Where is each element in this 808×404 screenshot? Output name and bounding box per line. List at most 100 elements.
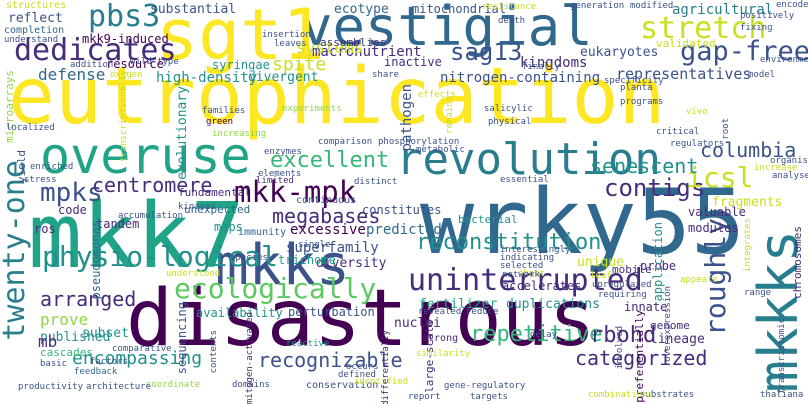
word: modified bbox=[630, 1, 674, 11]
word: interestingly bbox=[500, 245, 571, 255]
word: enzymes bbox=[264, 147, 302, 157]
word: delay bbox=[530, 330, 558, 340]
word: categorized bbox=[575, 346, 708, 370]
word: high-density bbox=[156, 70, 258, 86]
word: analyses bbox=[772, 171, 808, 181]
word: kinases bbox=[178, 202, 216, 212]
word: constitutes bbox=[362, 203, 442, 217]
word: range bbox=[744, 288, 772, 298]
word: strong bbox=[422, 333, 459, 344]
word: sequencing bbox=[175, 302, 189, 375]
word: eutrophication bbox=[8, 52, 666, 142]
word: mkk7 bbox=[28, 184, 245, 289]
word: physical bbox=[488, 117, 532, 127]
word: targets bbox=[470, 392, 508, 402]
word: probe bbox=[640, 259, 677, 273]
word: appears bbox=[680, 275, 718, 285]
word: unique bbox=[577, 255, 624, 270]
word: programs bbox=[620, 97, 664, 107]
word: preferentially bbox=[633, 310, 646, 403]
word: effects bbox=[418, 90, 456, 100]
word: mitogen-activated bbox=[245, 312, 255, 404]
word: representatives bbox=[616, 65, 752, 83]
word: productivity bbox=[18, 382, 84, 392]
word: bacterial bbox=[458, 213, 518, 226]
word: subset bbox=[82, 326, 129, 341]
word: accumulation bbox=[118, 211, 184, 221]
word: sag13 bbox=[450, 38, 523, 66]
word: perturbation bbox=[288, 305, 375, 319]
word: vivo bbox=[686, 107, 708, 117]
word: contigs bbox=[604, 174, 706, 202]
word: excellent bbox=[270, 148, 390, 173]
word: positively bbox=[740, 11, 795, 21]
word: arranged bbox=[40, 287, 137, 311]
word: feedback bbox=[74, 367, 118, 377]
word: valuable bbox=[688, 205, 746, 219]
word: mitochondrial bbox=[412, 2, 506, 16]
word: encodes bbox=[776, 0, 808, 10]
word: revolution bbox=[396, 134, 661, 185]
word: pbs3 bbox=[88, 0, 161, 34]
word: rbohd bbox=[590, 323, 657, 348]
word: mpks bbox=[40, 178, 103, 208]
word: generation bbox=[570, 1, 625, 11]
word: substrates bbox=[640, 390, 695, 400]
word: requiring bbox=[598, 290, 647, 300]
word: conservation bbox=[306, 380, 379, 391]
word: chromosomes bbox=[791, 226, 804, 299]
word: fixing bbox=[740, 23, 773, 33]
word: divergent bbox=[248, 70, 319, 85]
word: agricultural bbox=[672, 2, 774, 18]
word: involved bbox=[615, 326, 625, 370]
word: icsl bbox=[686, 161, 754, 194]
word: identified bbox=[354, 377, 409, 387]
word: basic bbox=[40, 359, 68, 369]
word: tandem bbox=[96, 217, 140, 231]
word: gene-regulatory bbox=[444, 381, 526, 391]
word: regulators bbox=[670, 139, 725, 149]
word: stress bbox=[24, 175, 57, 185]
word: understand bbox=[4, 35, 59, 45]
word: selected bbox=[500, 261, 544, 271]
word: understood bbox=[166, 269, 221, 279]
word: architecture bbox=[86, 382, 152, 392]
word: immunity bbox=[238, 227, 287, 238]
word: metabolic bbox=[416, 145, 465, 155]
word: limited bbox=[256, 176, 294, 186]
word: continuous bbox=[296, 195, 357, 206]
word: lineage bbox=[650, 332, 705, 347]
word: wild-type bbox=[130, 57, 179, 67]
word: ros bbox=[34, 222, 56, 236]
word: distinct bbox=[354, 177, 398, 187]
word: overexpression bbox=[663, 286, 673, 362]
word: oxygen bbox=[110, 70, 143, 80]
word: code bbox=[58, 203, 87, 217]
word: organise bbox=[770, 156, 808, 166]
word: ecotype bbox=[334, 2, 389, 17]
word: insertion bbox=[262, 30, 311, 40]
word: repetitive bbox=[470, 322, 603, 347]
word: essential bbox=[500, 175, 549, 185]
word: trichome bbox=[278, 253, 336, 267]
word: fragments bbox=[712, 195, 783, 210]
word: ecologically bbox=[174, 272, 377, 305]
word: mobile bbox=[612, 263, 652, 276]
word: fertilizer bbox=[419, 297, 498, 312]
word: excessive bbox=[290, 222, 366, 238]
word: families bbox=[202, 106, 246, 116]
word: increasing bbox=[212, 129, 267, 139]
word: gap-free bbox=[680, 36, 808, 67]
word: defense bbox=[38, 65, 106, 84]
word: recognizable bbox=[258, 348, 403, 372]
word: innate bbox=[624, 300, 668, 314]
word: dedicates bbox=[14, 33, 177, 68]
word: combinations bbox=[588, 390, 654, 400]
word: salicylic bbox=[484, 104, 533, 114]
word: senescent bbox=[590, 154, 699, 178]
word: localized bbox=[6, 123, 55, 133]
word: evolutionary bbox=[175, 86, 190, 180]
word: duplications bbox=[506, 297, 600, 312]
word: superfamily bbox=[286, 240, 379, 256]
